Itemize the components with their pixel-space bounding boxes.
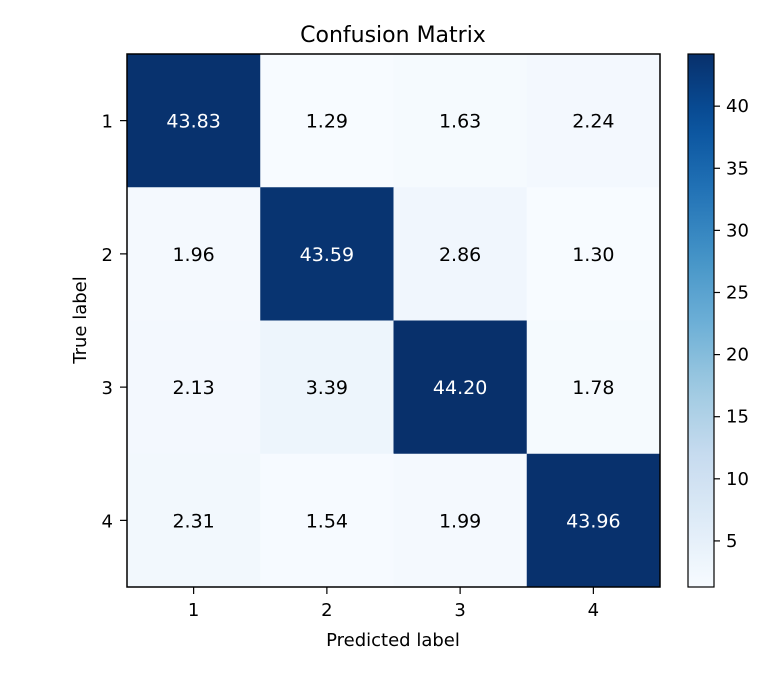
x-axis-ticks: 1 2 3 4 bbox=[188, 587, 599, 621]
heatmap-cell bbox=[127, 187, 261, 321]
cell-value-label: 2.13 bbox=[172, 377, 214, 399]
heatmap-cells: 43.83 1.29 1.63 2.24 1.96 43.59 2.86 1.30 2.13 3.… bbox=[127, 54, 661, 588]
x-tick-label: 2 bbox=[321, 600, 332, 621]
heatmap-cell bbox=[393, 187, 528, 321]
x-tick-label: 1 bbox=[188, 600, 199, 621]
cell-value-label: 43.83 bbox=[166, 111, 220, 133]
colorbar-tick-label: 5 bbox=[726, 531, 737, 552]
heatmap-cell bbox=[526, 320, 661, 455]
heatmap-cell bbox=[127, 54, 261, 188]
x-tick-label: 3 bbox=[454, 600, 465, 621]
heatmap-cell bbox=[260, 54, 394, 188]
colorbar-tick-label: 15 bbox=[726, 407, 749, 428]
heatmap-cell bbox=[526, 453, 661, 588]
cell-value-label: 2.24 bbox=[572, 111, 614, 133]
y-tick-label: 4 bbox=[102, 511, 113, 532]
cell-value-label: 1.78 bbox=[572, 377, 614, 399]
cell-value-label: 43.59 bbox=[300, 244, 354, 266]
colorbar-tick-label: 20 bbox=[726, 345, 749, 366]
y-tick-label: 1 bbox=[102, 112, 113, 133]
y-axis-label: True label bbox=[70, 276, 91, 365]
chart-title: Confusion Matrix bbox=[300, 23, 486, 48]
cell-value-label: 44.20 bbox=[433, 377, 487, 399]
heatmap-cell bbox=[393, 320, 528, 455]
heatmap-cell bbox=[127, 453, 261, 588]
x-axis-label: Predicted label bbox=[326, 630, 460, 651]
heatmap-cell bbox=[260, 187, 394, 321]
y-axis-ticks: 1 2 3 4 bbox=[102, 112, 127, 532]
cell-value-label: 1.96 bbox=[172, 244, 214, 266]
cell-value-label: 1.54 bbox=[306, 510, 348, 532]
heatmap-cell bbox=[260, 453, 394, 588]
heatmap-cell bbox=[127, 320, 261, 455]
colorbar-tick-label: 30 bbox=[726, 220, 749, 241]
y-tick-label: 2 bbox=[102, 245, 113, 266]
colorbar-tick-label: 40 bbox=[726, 96, 749, 117]
cell-value-label: 2.86 bbox=[439, 244, 481, 266]
heatmap-cell bbox=[260, 320, 394, 455]
y-tick-label: 3 bbox=[102, 378, 113, 399]
cell-value-label: 3.39 bbox=[306, 377, 348, 399]
cell-value-label: 1.99 bbox=[439, 510, 481, 532]
heatmap-cell bbox=[526, 187, 661, 321]
heatmap-cell bbox=[526, 54, 661, 188]
cell-value-label: 43.96 bbox=[566, 510, 620, 532]
colorbar-tick-label: 25 bbox=[726, 282, 749, 303]
colorbar-tick-label: 10 bbox=[726, 469, 749, 490]
plot-frame bbox=[126, 53, 661, 588]
heatmap-cell bbox=[393, 453, 528, 588]
colorbar-tick-label: 35 bbox=[726, 158, 749, 179]
colorbar-ticks: 5 10 15 20 25 30 35 40 bbox=[714, 96, 749, 552]
cell-value-label: 2.31 bbox=[172, 510, 214, 532]
x-tick-label: 4 bbox=[588, 600, 599, 621]
cell-value-label: 1.63 bbox=[439, 111, 481, 133]
heatmap-cell bbox=[393, 54, 528, 188]
cell-value-label: 1.29 bbox=[306, 111, 348, 133]
colorbar bbox=[687, 53, 715, 588]
cell-value-label: 1.30 bbox=[572, 244, 614, 266]
